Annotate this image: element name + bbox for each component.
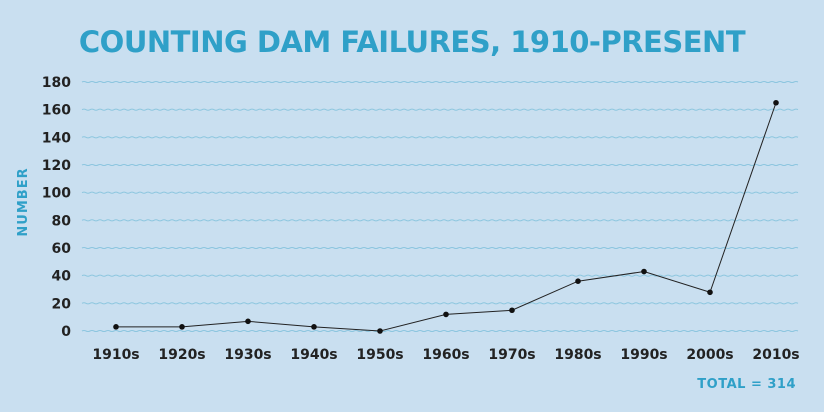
y-tick-label: 20 — [52, 296, 72, 312]
y-tick-label: 140 — [42, 130, 71, 146]
data-point-1920s — [179, 324, 185, 330]
data-points — [113, 99, 779, 334]
data-point-1980s — [575, 278, 581, 285]
x-tick-label: 1910s — [92, 347, 139, 363]
data-point-2010s — [773, 99, 779, 106]
grid-line-40 — [81, 274, 799, 277]
y-tick-label: 120 — [42, 158, 71, 174]
x-tick-labels: 1910s 1920s 1930s 1940s 1950s 1960s 1970s 1980s… — [92, 347, 799, 363]
grid-line-60 — [81, 246, 799, 250]
x-tick-label: 1930s — [224, 347, 271, 363]
grid-line-180 — [81, 80, 799, 84]
x-tick-label: 1970s — [488, 347, 535, 363]
data-point-2000s — [707, 289, 713, 296]
y-tick-label: 180 — [42, 75, 71, 91]
data-point-1970s — [509, 307, 515, 314]
grid-line-120 — [81, 163, 799, 167]
grid-line-100 — [81, 191, 799, 194]
y-tick-label: 40 — [52, 269, 72, 285]
grid-line-140 — [81, 136, 799, 139]
x-tick-label: 2000s — [686, 347, 733, 363]
y-tick-label: 80 — [52, 213, 72, 229]
y-axis-label: NUMBER — [16, 167, 31, 236]
data-point-1910s — [113, 324, 119, 330]
data-point-1960s — [443, 311, 449, 318]
y-tick-label: 60 — [52, 241, 72, 257]
grid-line-160 — [81, 108, 799, 111]
x-tick-label: 1940s — [290, 347, 337, 363]
total-annotation: TOTAL = 314 — [697, 377, 796, 392]
x-tick-label: 1980s — [554, 347, 601, 363]
x-tick-label: 2010s — [752, 347, 799, 363]
x-tick-label: 1990s — [620, 347, 667, 363]
data-point-1990s — [641, 268, 647, 275]
chart-title: COUNTING DAM FAILURES, 1910-PRESENT — [79, 25, 746, 59]
x-tick-label: 1950s — [356, 347, 403, 363]
y-tick-label: 0 — [61, 324, 71, 340]
grid-line-80 — [81, 219, 799, 222]
grid-lines — [81, 80, 799, 333]
grid-line-20 — [81, 302, 799, 305]
data-point-1930s — [245, 318, 251, 325]
data-point-1950s — [377, 328, 383, 334]
x-tick-label: 1920s — [158, 347, 205, 363]
data-point-1940s — [311, 324, 317, 330]
x-tick-label: 1960s — [422, 347, 469, 363]
y-tick-label: 100 — [42, 186, 71, 202]
y-tick-labels: 0 20 40 60 80 100 120 140 160 180 — [42, 75, 71, 340]
y-tick-label: 160 — [42, 103, 71, 119]
grid-line-0 — [81, 329, 799, 333]
